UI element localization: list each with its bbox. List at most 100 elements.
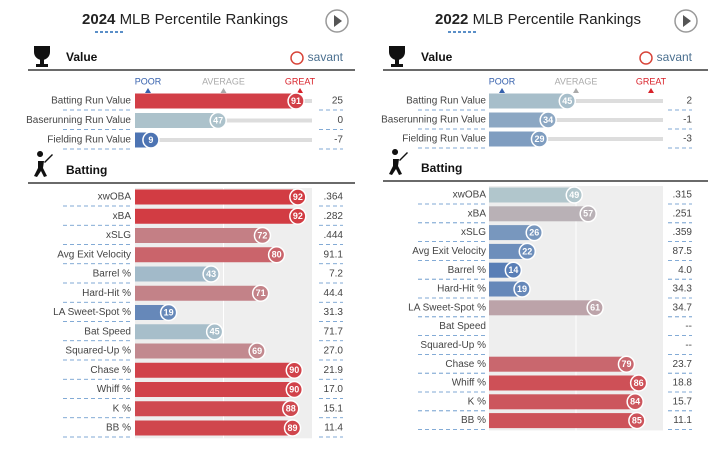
batter-icon	[34, 151, 53, 177]
row-label: LA Sweet-Spot %	[53, 307, 131, 318]
percentile-dot	[617, 355, 636, 373]
percentile-dot	[251, 284, 270, 302]
percentile-bar	[489, 131, 540, 147]
row-label: Baserunning Run Value	[26, 115, 131, 126]
percentile-bar	[489, 225, 535, 241]
brand-logo	[639, 51, 653, 65]
row-value: 34.7	[673, 302, 693, 313]
percentile-label: 26	[529, 227, 539, 237]
percentile-bar	[135, 208, 298, 224]
row-value: 7.2	[329, 269, 343, 280]
row-value: 0	[337, 115, 343, 126]
row-label: Bat Speed	[439, 321, 486, 332]
row-label: xSLG	[461, 227, 486, 238]
percentile-dot	[586, 299, 604, 317]
row-value: .359	[673, 227, 693, 238]
percentile-bar	[489, 243, 528, 259]
percentile-label: 9	[148, 135, 153, 145]
percentile-dot	[283, 419, 302, 437]
row-value: 11.1	[673, 415, 692, 426]
row-label: K %	[113, 403, 131, 414]
row-value: --	[685, 340, 692, 351]
percentile-bar	[489, 187, 575, 203]
row-value: 25	[332, 96, 344, 107]
row-label: Whiff %	[452, 378, 486, 389]
row-value: 2	[686, 96, 692, 107]
row-label: BB %	[461, 415, 486, 426]
percentile-dot	[579, 205, 597, 223]
percentile-bar	[135, 401, 291, 417]
percentile-bar	[489, 394, 636, 410]
percentile-label: 85	[632, 415, 642, 425]
row-value: --	[685, 321, 692, 332]
row-label: Hard-Hit %	[82, 288, 131, 299]
scale-arrow	[573, 88, 579, 93]
percentile-bar	[489, 206, 589, 222]
percentile-label: 19	[164, 307, 174, 317]
percentile-bar	[489, 413, 637, 429]
percentile-label: 84	[630, 397, 640, 407]
percentile-bar	[135, 324, 215, 340]
row-value: 31.3	[324, 307, 344, 318]
title-text: MLB Percentile Rankings	[473, 11, 641, 28]
percentile-dot	[565, 186, 584, 204]
row-value: 27.0	[324, 346, 344, 357]
panel-title: 2024 MLB Percentile Rankings	[82, 11, 288, 28]
row-label: Whiff %	[97, 384, 131, 395]
percentile-label: 49	[569, 190, 579, 200]
row-label: Chase %	[445, 359, 486, 370]
row-label: Fielding Run Value	[402, 134, 486, 145]
row-value: 34.3	[673, 284, 693, 295]
percentile-dot	[248, 342, 266, 360]
percentile-dot	[525, 223, 543, 242]
row-label: Avg Exit Velocity	[412, 246, 486, 257]
row-value: 91.1	[324, 249, 344, 260]
scale-label: AVERAGE	[555, 76, 598, 86]
percentile-label: 88	[286, 404, 296, 414]
row-value: 4.0	[678, 265, 692, 276]
percentile-dot	[558, 92, 577, 110]
percentile-bar	[489, 112, 549, 128]
percentile-bar	[489, 356, 627, 372]
percentile-dot	[282, 400, 300, 418]
row-label: xSLG	[106, 230, 131, 241]
row-label: Barrel %	[448, 265, 486, 276]
percentile-dot	[285, 380, 304, 399]
row-value: 21.9	[324, 365, 344, 376]
percentile-bar	[135, 382, 295, 397]
row-label: LA Sweet-Spot %	[408, 302, 486, 313]
section-title: Value	[421, 50, 453, 64]
row-value: 87.5	[673, 246, 693, 257]
percentile-label: 86	[634, 378, 644, 388]
section-title: Batting	[66, 163, 107, 177]
percentile-dot	[513, 280, 531, 298]
percentile-bar	[135, 113, 219, 128]
scale-label: GREAT	[285, 76, 316, 86]
percentile-dot	[518, 242, 537, 261]
scale-arrow	[297, 88, 303, 93]
percentile-label: 72	[257, 230, 267, 240]
section-title: Batting	[421, 161, 462, 175]
percentile-label: 80	[272, 250, 282, 260]
play-icon	[334, 15, 342, 27]
row-label: Hard-Hit %	[437, 284, 486, 295]
percentile-label: 92	[293, 211, 303, 221]
row-value: -7	[334, 135, 343, 146]
percentile-dot	[285, 361, 304, 379]
percentile-dot	[205, 323, 224, 341]
scale-arrow	[648, 88, 654, 93]
row-label: xwOBA	[453, 190, 487, 201]
row-label: BB %	[106, 423, 131, 434]
percentile-bar	[135, 228, 263, 243]
scale-label: GREAT	[636, 76, 667, 86]
scale-label: POOR	[135, 76, 162, 86]
row-value: 17.0	[324, 384, 344, 395]
brand-logo	[290, 51, 304, 65]
percentile-bar	[489, 93, 568, 109]
percentile-label: 79	[621, 359, 631, 369]
percentile-bar	[135, 285, 261, 301]
row-value: 15.7	[673, 396, 693, 407]
percentile-dot	[289, 188, 307, 206]
play-icon	[683, 15, 691, 27]
